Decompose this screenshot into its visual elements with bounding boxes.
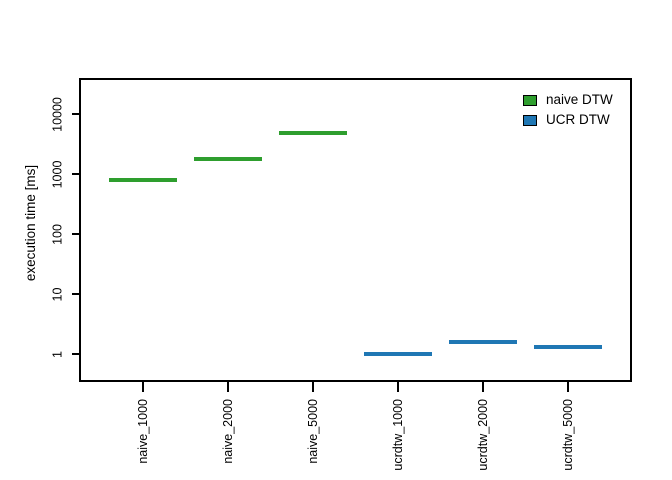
x-axis-tick	[227, 382, 229, 392]
y-tick-label: 10	[50, 287, 65, 301]
plot-area: naive DTW UCR DTW 1 10 100 1000 10000 naive_10…	[51, 78, 632, 471]
x-axis-tick	[397, 382, 399, 392]
y-tick-label: 100	[50, 223, 65, 245]
data-segment-naive_5000	[279, 130, 347, 135]
x-axis-tick	[482, 382, 484, 392]
y-axis-title: execution time [ms]	[23, 164, 38, 282]
x-axis-tick	[567, 382, 569, 392]
x-axis-tick	[312, 382, 314, 392]
x-tick-label: naive_1000	[136, 399, 150, 464]
y-axis-tick	[72, 233, 80, 235]
legend-swatch	[523, 94, 537, 106]
y-tick-label: 1	[50, 350, 65, 358]
legend-entry: UCR DTW	[523, 111, 613, 129]
x-axis-tick	[142, 382, 144, 392]
x-tick-label: ucrdtw_5000	[561, 399, 575, 471]
legend-swatch	[523, 114, 537, 126]
legend-label: naive DTW	[546, 92, 613, 107]
x-tick-label: ucrdtw_2000	[476, 399, 490, 471]
legend-label: UCR DTW	[546, 112, 610, 127]
y-axis-tick	[72, 173, 80, 175]
data-segment-naive_1000	[109, 177, 177, 182]
x-tick-label: naive_5000	[306, 399, 320, 464]
data-segment-ucrdtw_2000	[449, 339, 517, 344]
legend-entry: naive DTW	[523, 91, 613, 109]
data-segment-ucrdtw_1000	[364, 352, 432, 356]
legend: naive DTW UCR DTW	[523, 91, 613, 129]
data-segment-ucrdtw_5000	[534, 345, 602, 350]
data-segment-naive_2000	[194, 156, 262, 161]
x-tick-label: ucrdtw_1000	[391, 399, 405, 471]
y-tick-label: 10000	[50, 96, 65, 132]
y-axis-tick	[72, 113, 80, 115]
y-axis-tick	[72, 353, 80, 355]
y-tick-label: 1000	[50, 160, 65, 188]
y-axis-tick	[72, 293, 80, 295]
x-tick-label: naive_2000	[221, 399, 235, 464]
